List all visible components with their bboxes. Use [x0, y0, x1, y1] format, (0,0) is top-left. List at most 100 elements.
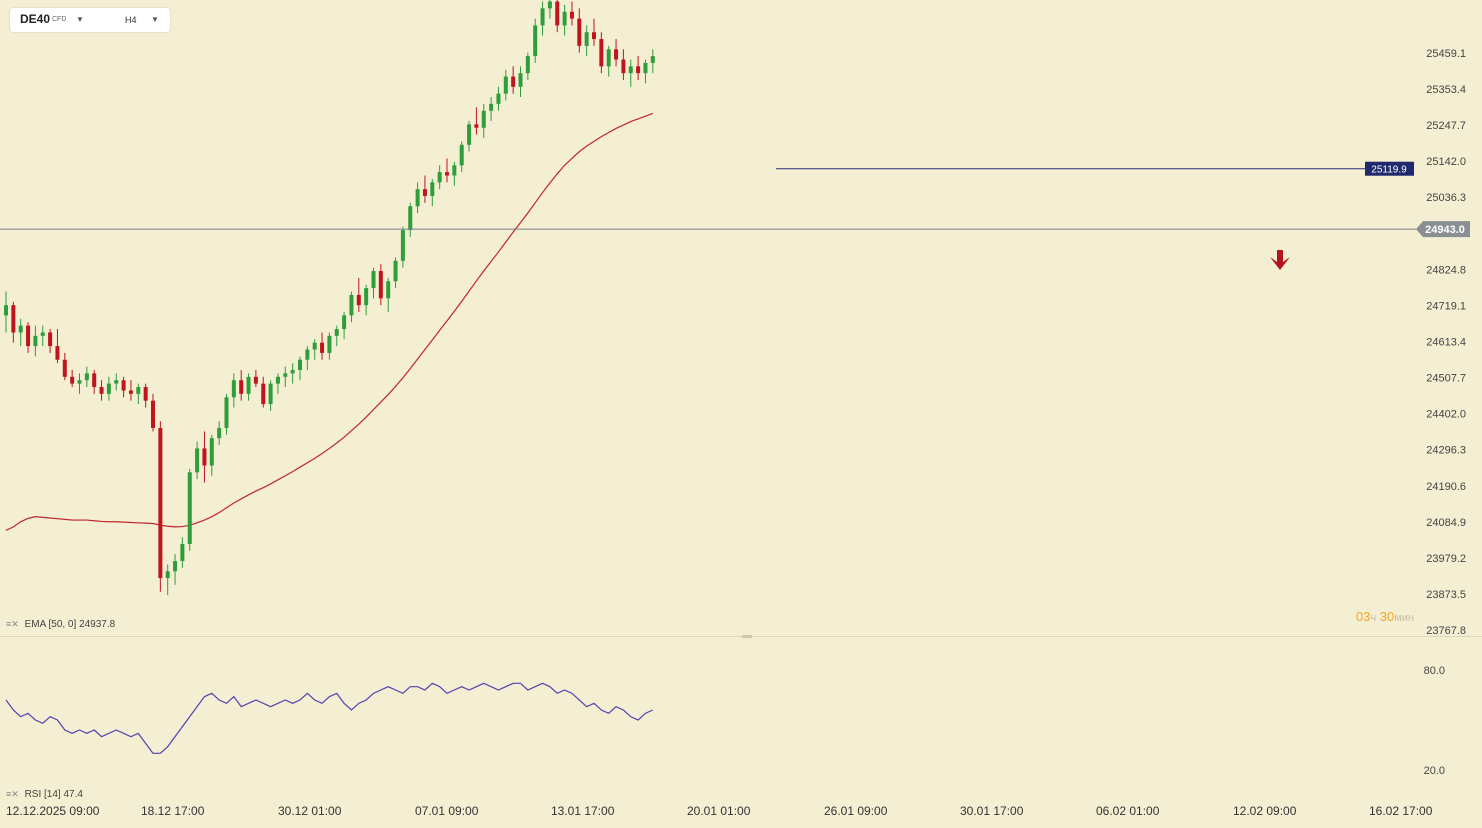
candle-body — [173, 561, 178, 572]
candle — [253, 369, 258, 388]
candle — [77, 373, 82, 394]
candle — [518, 66, 523, 98]
timer-hours-unit: ч — [1370, 612, 1377, 624]
candle — [569, 1, 574, 26]
candle-body — [106, 383, 111, 394]
candle — [628, 59, 633, 87]
candle-body — [525, 56, 530, 74]
candle — [540, 1, 545, 36]
candle — [408, 202, 413, 237]
candle — [158, 421, 163, 592]
resistance-level: 25119.9 — [776, 161, 1414, 176]
time-tick-label: 12.12.2025 09:00 — [6, 804, 100, 818]
candle — [525, 52, 530, 80]
candle — [151, 393, 155, 432]
ema-line — [5, 112, 654, 531]
timeframe-select[interactable]: H4 — [125, 15, 137, 25]
candle — [481, 103, 486, 138]
candle — [327, 332, 332, 360]
rsi-indicator-label[interactable]: ≡✕ RSI [14] 47.4 — [6, 789, 83, 800]
symbol-toolbar[interactable]: DE40 CFD ▼ H4 ▼ — [10, 8, 170, 32]
candle-body — [422, 189, 427, 196]
candle — [650, 49, 655, 74]
price-tick-label: 23979.2 — [1426, 553, 1466, 565]
candle-body — [518, 73, 523, 87]
price-tick-label: 24507.7 — [1426, 373, 1466, 385]
candle — [62, 352, 67, 381]
candle — [342, 311, 347, 340]
candle-body — [290, 369, 295, 374]
candle-body — [158, 427, 163, 579]
candle — [33, 325, 38, 357]
price-tick-label: 24190.6 — [1426, 481, 1466, 493]
candle — [364, 284, 369, 316]
candle-body — [143, 387, 148, 401]
timeframe-dropdown-icon[interactable]: ▼ — [151, 15, 159, 24]
symbol-dropdown-icon[interactable]: ▼ — [76, 15, 84, 24]
panel-resize-handle[interactable] — [742, 635, 752, 638]
candle-body — [55, 346, 60, 360]
candle — [84, 366, 89, 388]
timer-hours: 03 — [1355, 609, 1371, 624]
candle — [467, 120, 472, 152]
indicator-settings-icon[interactable]: ≡✕ — [6, 789, 19, 799]
candle — [26, 322, 31, 353]
time-tick-label: 30.12 01:00 — [278, 804, 342, 818]
candle — [165, 564, 170, 596]
candle — [239, 369, 244, 401]
candle-body — [33, 335, 38, 347]
candle — [128, 380, 133, 401]
candle-body — [408, 206, 413, 231]
candle-body — [84, 373, 89, 381]
price-tick-label: 25353.4 — [1426, 84, 1466, 96]
candle — [4, 291, 8, 333]
price-tick-label: 24084.9 — [1426, 517, 1466, 529]
rsi-label: RSI [14] — [24, 789, 61, 800]
candle — [636, 56, 641, 80]
candle-timer: 03ч 30мин — [1356, 609, 1414, 624]
timer-minutes-unit: мин — [1394, 612, 1414, 624]
candle — [459, 141, 464, 173]
candle — [393, 257, 398, 289]
candle-body — [48, 332, 53, 347]
rsi-tick-label: 20.0 — [1424, 765, 1445, 777]
candle — [275, 373, 280, 394]
candle-body — [356, 294, 361, 306]
time-tick-label: 30.01 17:00 — [960, 804, 1024, 818]
candle-body — [430, 182, 435, 196]
candle — [415, 182, 420, 214]
candle-body — [305, 349, 310, 360]
candle — [533, 18, 538, 63]
candle — [320, 332, 325, 360]
candle — [349, 291, 354, 323]
current-price-value: 24943.0 — [1425, 224, 1465, 236]
price-tick-label: 24402.0 — [1426, 409, 1466, 421]
time-tick-label: 26.01 09:00 — [824, 804, 888, 818]
symbol-name[interactable]: DE40 — [20, 12, 51, 26]
candle — [209, 434, 214, 476]
panel-separator[interactable] — [0, 636, 1482, 637]
candle-body — [562, 11, 567, 26]
candle-body — [547, 1, 552, 9]
candle-body — [268, 383, 273, 405]
candle — [614, 39, 619, 67]
candle-body — [386, 281, 391, 299]
price-axis: 25459.1 25353.4 25247.7 25142.0 25036.3 24824… — [1426, 48, 1466, 637]
price-tick-label: 25142.0 — [1426, 156, 1466, 168]
candle-body — [283, 373, 288, 377]
candle — [643, 59, 648, 84]
candle — [386, 277, 391, 312]
ema-indicator-label[interactable]: ≡✕ EMA [50, 0] 24937.8 — [6, 619, 115, 630]
rsi-value: 47.4 — [63, 789, 83, 800]
candle-body — [577, 18, 582, 46]
candle — [430, 178, 435, 207]
candle — [298, 356, 302, 381]
current-price-tag — [1416, 221, 1470, 238]
candle-body — [187, 472, 192, 544]
candle-body — [592, 32, 596, 40]
candle — [334, 325, 339, 347]
time-tick-label: 06.02 01:00 — [1096, 804, 1160, 818]
indicator-settings-icon[interactable]: ≡✕ — [6, 619, 19, 629]
candle — [70, 369, 75, 388]
